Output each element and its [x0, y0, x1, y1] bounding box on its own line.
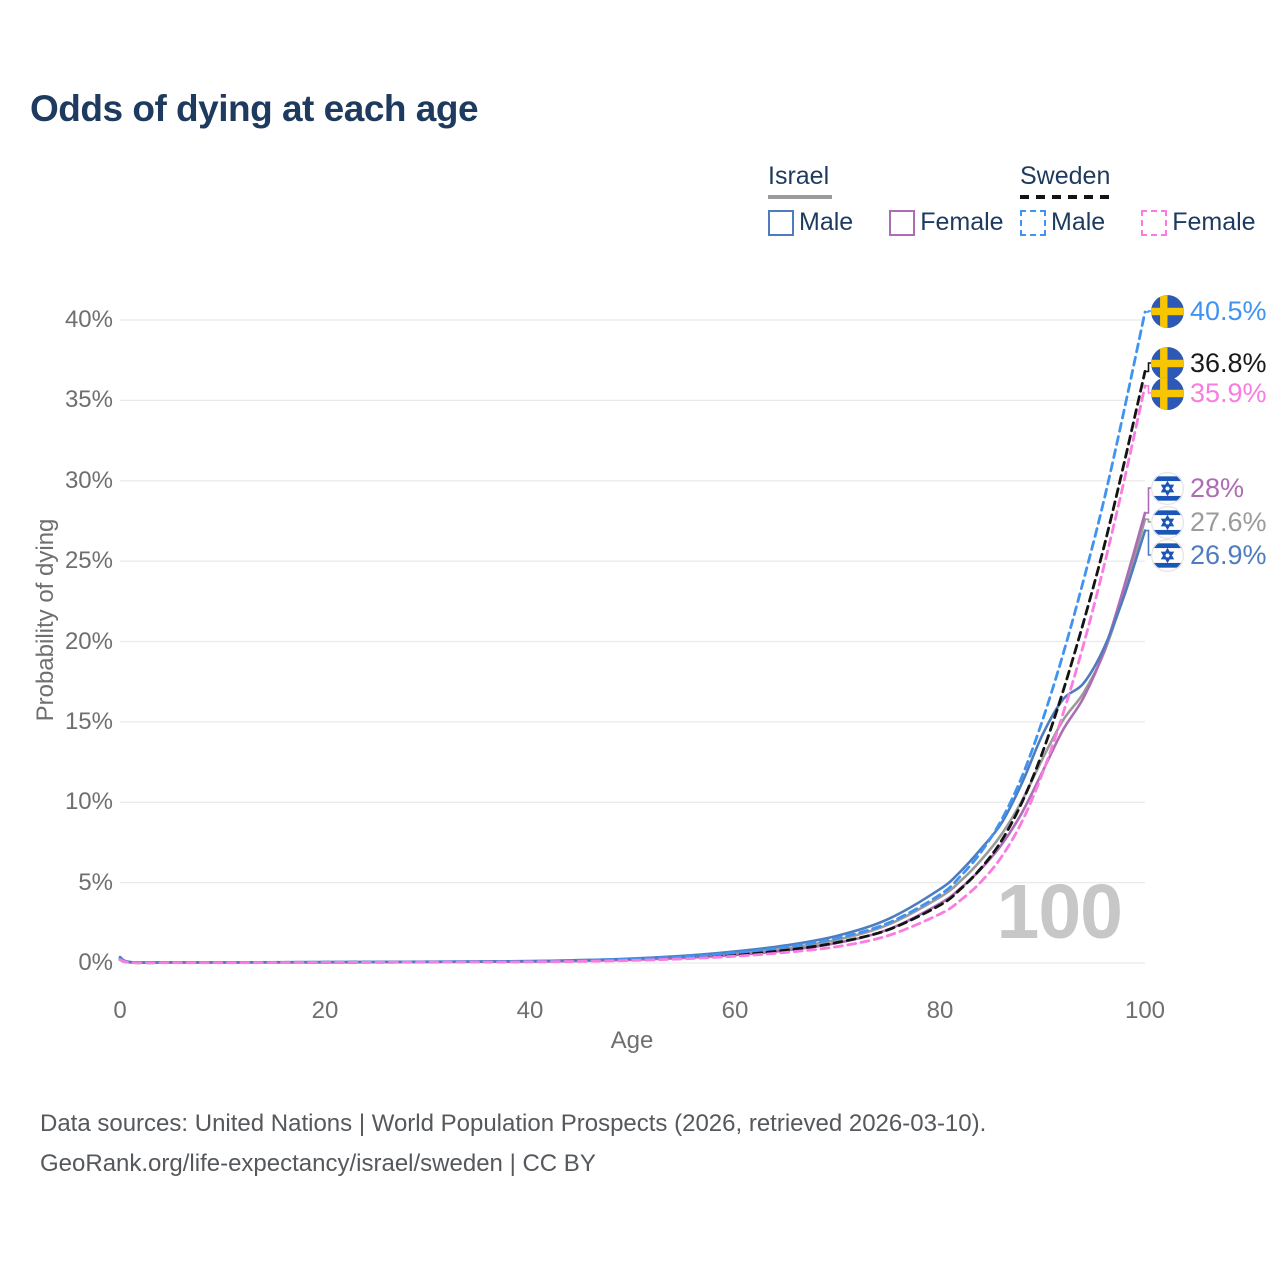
israel-line-style-sample [768, 195, 832, 199]
x-tick-label-0: 0 [113, 997, 127, 1024]
end-label-value-sweden-male: 40.5% [1190, 295, 1267, 326]
end-label-value-sweden-female: 35.9% [1190, 377, 1267, 408]
legend-label-sweden-male[interactable]: Male [1051, 208, 1106, 236]
y-tick-label-15: 15% [64, 707, 113, 735]
x-tick-label-80: 80 [926, 997, 954, 1024]
x-tick-label-60: 60 [721, 997, 749, 1024]
end-label-value-sweden-total: 36.8% [1190, 347, 1267, 378]
data-source-line: Data sources: United Nations | World Pop… [40, 1110, 987, 1137]
series-line-sweden-male [118, 310, 1147, 965]
y-axis-title: Probability of dying [32, 518, 59, 722]
y-tick-label-0: 0% [78, 949, 113, 976]
attribution-line: GeoRank.org/life-expectancy/israel/swede… [40, 1150, 596, 1177]
y-tick-label-25: 25% [64, 547, 113, 575]
legend-group-israel: Israel Male Female [768, 162, 1040, 237]
end-label-sweden-male: 40.5% [1151, 295, 1267, 328]
legend-group-sweden: Sweden Male Female [1020, 162, 1280, 237]
end-label-value-israel-total: 27.6% [1190, 506, 1267, 537]
age-watermark: 100 [996, 869, 1123, 955]
israel-flag-icon [1151, 472, 1184, 505]
y-tick-label-35: 35% [64, 386, 113, 414]
y-tick-label-40: 40% [64, 306, 113, 333]
israel-flag-icon [1151, 506, 1184, 539]
legend-label-sweden-female[interactable]: Female [1172, 208, 1256, 236]
y-tick-label-5: 5% [78, 868, 113, 896]
sweden-line-style-sample [1020, 195, 1112, 199]
y-tick-label-20: 20% [64, 627, 113, 655]
y-tick-label-10: 10% [64, 788, 113, 816]
end-label-value-israel-female: 28% [1190, 472, 1245, 503]
legend-group-title: Israel [768, 162, 830, 190]
end-label-sweden-total: 36.8% [1151, 347, 1267, 380]
end-label-israel-female: 28% [1151, 472, 1244, 505]
x-tick-label-100: 100 [1124, 997, 1166, 1024]
israel-flag-icon [1151, 539, 1184, 572]
end-label-israel-total: 27.6% [1151, 506, 1267, 539]
sweden-flag-icon [1151, 347, 1184, 380]
legend-swatch-sweden-male[interactable] [1020, 209, 1046, 236]
legend-swatch-israel-female[interactable] [889, 209, 916, 236]
sweden-flag-icon [1151, 377, 1184, 410]
legend-swatch-sweden-female[interactable] [1141, 209, 1168, 236]
end-label-israel-male: 26.9% [1151, 539, 1267, 572]
chart-title: Odds of dying at each age [30, 88, 479, 129]
legend-swatch-israel-male[interactable] [768, 209, 794, 236]
legend-label-israel-female[interactable]: Female [920, 208, 1004, 236]
legend-label-israel-male[interactable]: Male [799, 208, 854, 236]
x-tick-label-20: 20 [311, 997, 339, 1024]
legend-group-title: Sweden [1020, 162, 1111, 190]
x-tick-label-40: 40 [516, 997, 544, 1024]
sweden-flag-icon [1151, 295, 1184, 328]
y-tick-label-30: 30% [64, 466, 113, 494]
end-label-value-israel-male: 26.9% [1190, 539, 1267, 570]
x-axis-title: Age [610, 1027, 654, 1054]
end-label-sweden-female: 35.9% [1151, 377, 1267, 410]
